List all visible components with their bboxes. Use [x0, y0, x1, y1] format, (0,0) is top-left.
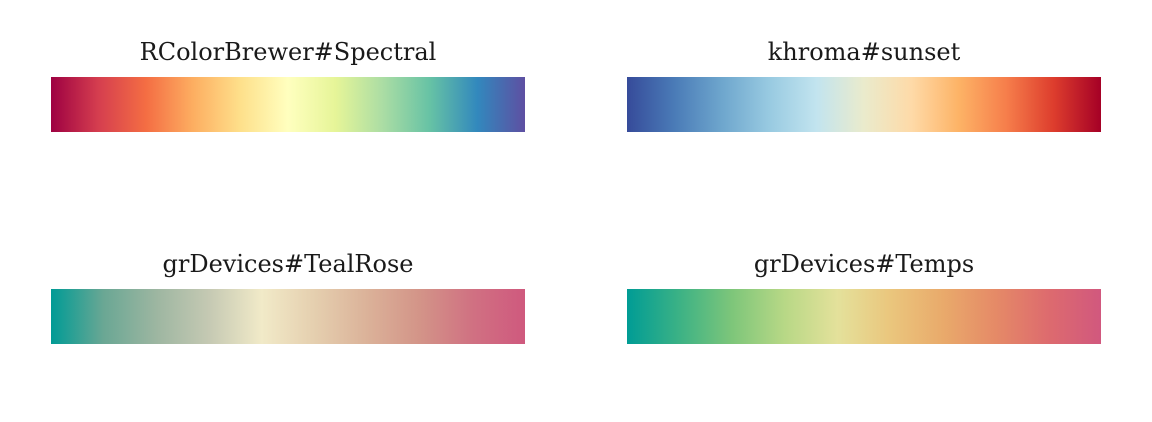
palette-panel-temps: grDevices#Temps: [627, 250, 1101, 344]
gradient-bar: [51, 77, 525, 132]
gradient-bar: [627, 77, 1101, 132]
palette-title: grDevices#TealRose: [162, 250, 414, 278]
gradient-bar: [51, 289, 525, 344]
palette-panel-tealrose: grDevices#TealRose: [51, 250, 525, 344]
palette-panel-sunset: khroma#sunset: [627, 38, 1101, 132]
palette-title: grDevices#Temps: [753, 250, 975, 278]
gradient-bar: [627, 289, 1101, 344]
palette-title: RColorBrewer#Spectral: [139, 38, 437, 66]
palette-title: khroma#sunset: [767, 38, 961, 66]
palette-panel-spectral: RColorBrewer#Spectral: [51, 38, 525, 132]
